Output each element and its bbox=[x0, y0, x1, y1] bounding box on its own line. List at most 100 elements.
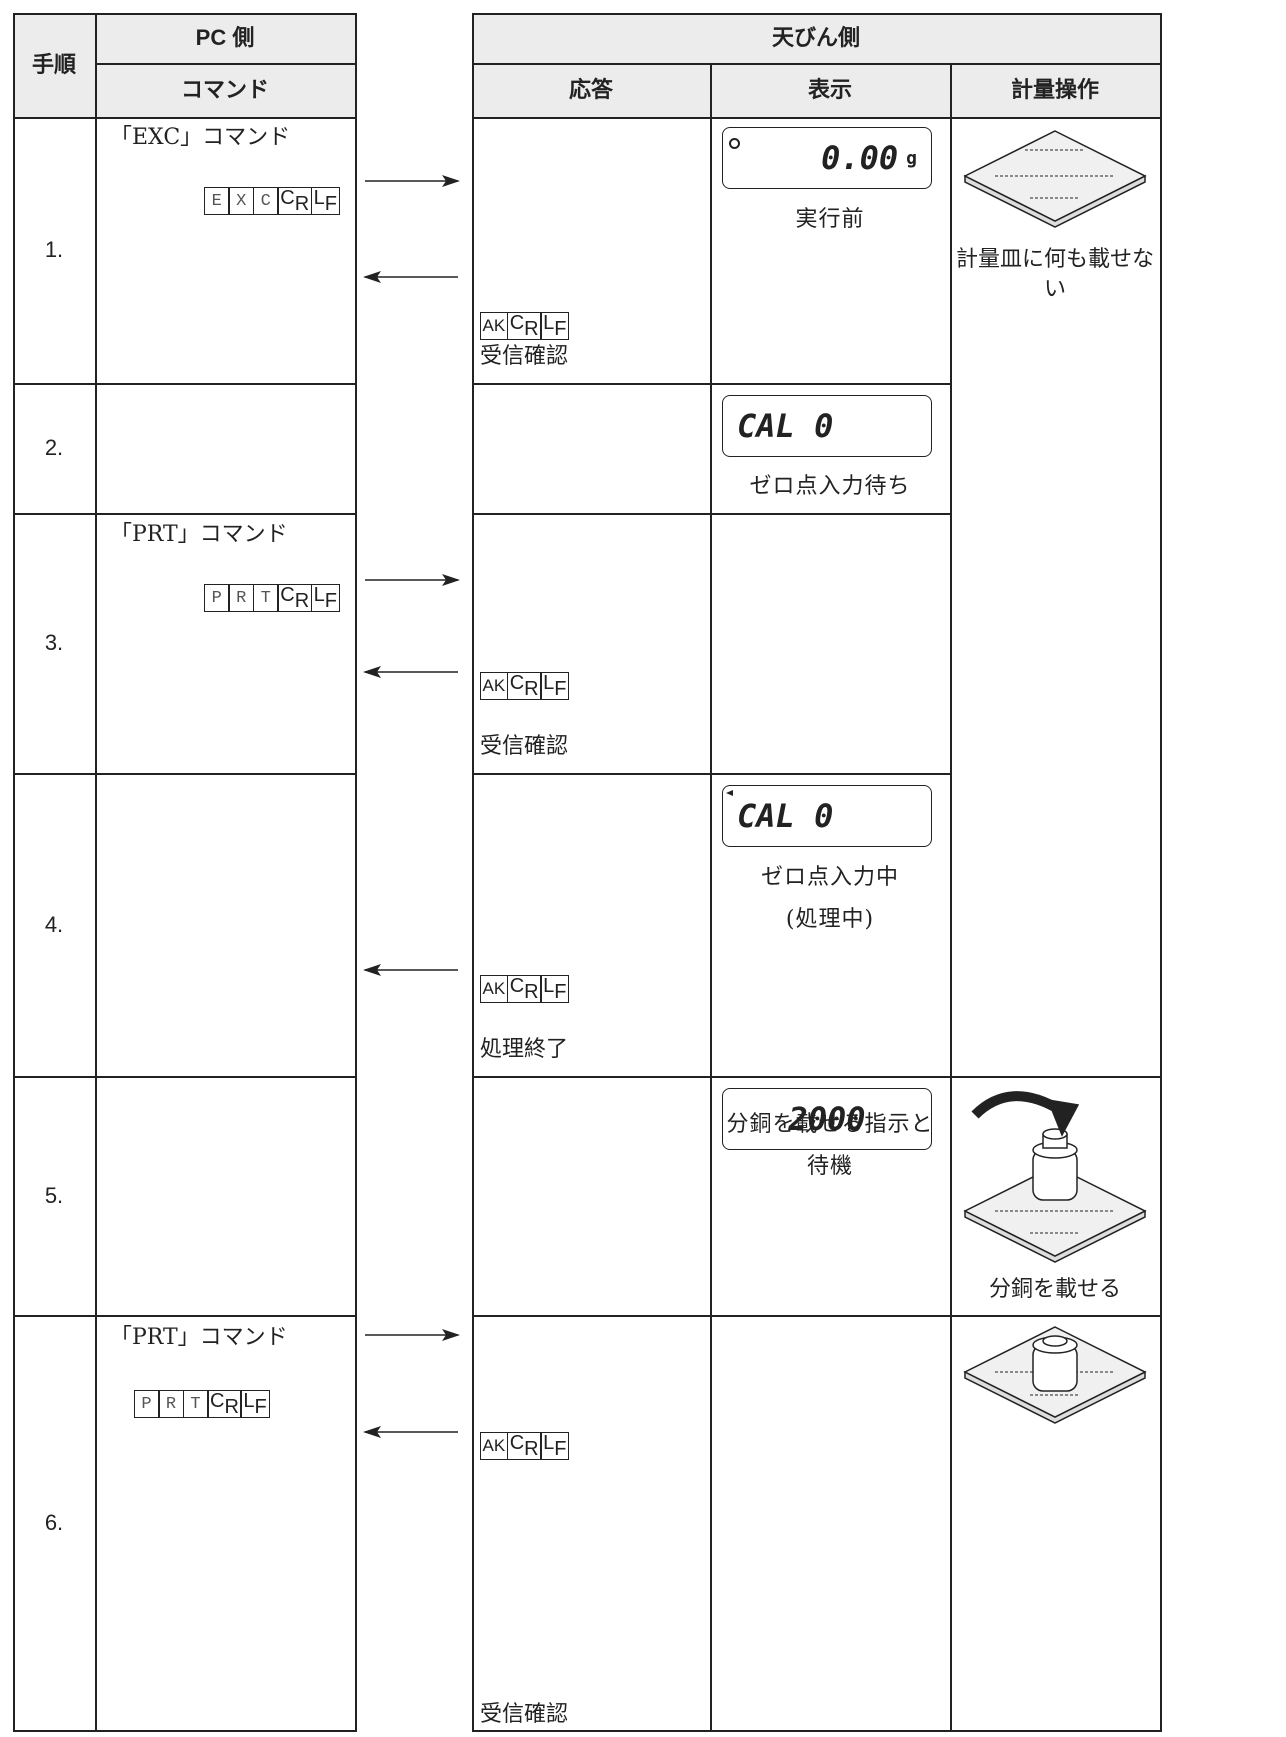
rule bbox=[95, 63, 357, 65]
display-caption: ゼロ点入力中 bbox=[760, 865, 899, 890]
header-cell: 手順 bbox=[31, 52, 76, 77]
key-sequence: AK CR LF bbox=[479, 1431, 570, 1460]
operation-label: 計量皿に何も載せない bbox=[955, 247, 1154, 302]
command-label: 「PRT」コマンド bbox=[110, 522, 288, 547]
key-label: CR bbox=[280, 583, 310, 612]
key: LF bbox=[310, 186, 340, 215]
display-caption: 実行前 bbox=[795, 207, 865, 232]
key: CR bbox=[506, 974, 542, 1003]
key: CR bbox=[506, 311, 542, 340]
rule bbox=[13, 117, 357, 119]
key: LF bbox=[540, 311, 570, 340]
lcd-value: CAL 0 bbox=[737, 407, 834, 445]
rule bbox=[950, 1315, 1162, 1317]
lcd-value: CAL 0 bbox=[737, 797, 834, 835]
key: P bbox=[133, 1390, 160, 1418]
key-label: LF bbox=[313, 186, 337, 215]
key: R bbox=[228, 584, 255, 612]
header-cell: コマンド bbox=[180, 77, 269, 102]
arrow bbox=[363, 271, 458, 283]
response-label: 受信確認 bbox=[480, 1702, 569, 1727]
lcd-display: 2000 bbox=[722, 1088, 932, 1150]
rule bbox=[13, 513, 357, 515]
arrow bbox=[363, 964, 458, 976]
key: T bbox=[252, 584, 279, 612]
rule bbox=[710, 63, 712, 1731]
arrow bbox=[363, 666, 458, 678]
key: AK bbox=[479, 1432, 509, 1460]
key-label: CR bbox=[509, 311, 539, 340]
rule bbox=[13, 773, 357, 775]
key-label: LF bbox=[243, 1389, 267, 1418]
rule bbox=[950, 1076, 1162, 1078]
weighing-pan-with-weight bbox=[963, 1091, 1147, 1263]
rule bbox=[950, 117, 1162, 119]
key: CR bbox=[506, 1431, 542, 1460]
key-label: LF bbox=[543, 974, 567, 1003]
rule bbox=[13, 383, 357, 385]
rule bbox=[472, 1315, 952, 1317]
step: 4. bbox=[44, 912, 64, 937]
step: 2. bbox=[44, 435, 64, 460]
weighing-pan-loaded bbox=[963, 1326, 1147, 1424]
key-sequence: P R T CR LF bbox=[203, 583, 340, 612]
response-label: 処理終了 bbox=[480, 1037, 569, 1062]
key: LF bbox=[240, 1389, 270, 1418]
command-label: 「PRT」コマンド bbox=[110, 1325, 288, 1350]
rule bbox=[13, 13, 15, 1731]
rule bbox=[13, 1730, 357, 1732]
header-cell: 応答 bbox=[568, 77, 613, 102]
key: LF bbox=[540, 974, 570, 1003]
key: CR bbox=[277, 583, 313, 612]
operation-label: 分銅を載せる bbox=[988, 1277, 1121, 1302]
indicator bbox=[726, 790, 733, 796]
lcd-value: 0.00 bbox=[821, 139, 899, 177]
key: AK bbox=[479, 975, 509, 1003]
rule bbox=[13, 13, 357, 15]
rule bbox=[13, 1315, 357, 1317]
indicator bbox=[729, 138, 740, 149]
key: C bbox=[252, 187, 279, 215]
key-sequence: E X C CR LF bbox=[203, 186, 340, 215]
weighing-pan bbox=[963, 130, 1147, 228]
rule bbox=[472, 383, 952, 385]
rule bbox=[1160, 13, 1162, 1731]
rule bbox=[95, 13, 97, 1731]
lcd-value: 2000 bbox=[788, 1100, 866, 1138]
rule bbox=[472, 13, 1162, 15]
response-label: 受信確認 bbox=[480, 344, 569, 369]
key-label: LF bbox=[543, 1431, 567, 1460]
key: LF bbox=[310, 583, 340, 612]
key-label: LF bbox=[543, 671, 567, 700]
key: CR bbox=[277, 186, 313, 215]
header-bg bbox=[13, 13, 355, 117]
display-caption: 待機 bbox=[806, 1154, 853, 1179]
arrow bbox=[365, 175, 460, 187]
key-label: CR bbox=[509, 671, 539, 700]
step: 5. bbox=[44, 1183, 64, 1208]
key-sequence: AK CR LF bbox=[479, 974, 570, 1003]
key-label: CR bbox=[280, 186, 310, 215]
arrow bbox=[363, 1426, 458, 1438]
rule bbox=[13, 1076, 357, 1078]
key-sequence: AK CR LF bbox=[479, 311, 570, 340]
display-caption: 分銅を載せる指示と bbox=[726, 1112, 934, 1137]
key-sequence: AK CR LF bbox=[479, 671, 570, 700]
header-cell: 天びん側 bbox=[771, 25, 860, 50]
key: R bbox=[158, 1390, 184, 1418]
arrow bbox=[365, 1329, 460, 1341]
rule bbox=[472, 773, 952, 775]
key-label: CR bbox=[509, 1431, 539, 1460]
header-cell: 計量操作 bbox=[1010, 77, 1099, 102]
lcd-display: CAL 0 bbox=[722, 785, 932, 847]
key: T bbox=[182, 1390, 209, 1418]
key-label: LF bbox=[313, 583, 337, 612]
display-caption: (処理中) bbox=[785, 907, 875, 932]
key-sequence: P R T CR LF bbox=[133, 1389, 270, 1418]
step: 1. bbox=[44, 237, 64, 262]
key: CR bbox=[207, 1390, 242, 1418]
key-label: LF bbox=[543, 311, 567, 340]
key-label: CR bbox=[509, 974, 539, 1003]
